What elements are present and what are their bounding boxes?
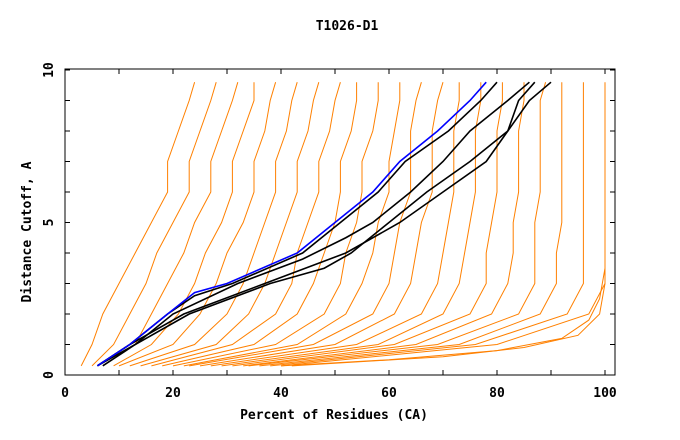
tick-layer: 0 20 40 60 80 100 0 5 10 <box>42 62 617 401</box>
orange-series-line <box>210 82 460 367</box>
y-axis-label: Distance Cutoff, A <box>20 161 35 302</box>
x-tick-label: 80 <box>489 386 505 401</box>
orange-series-line <box>243 82 525 367</box>
orange-series-line <box>113 82 255 367</box>
orange-series-line <box>221 82 482 367</box>
orange-series-line <box>140 82 320 367</box>
orange-series-line <box>172 82 379 367</box>
orange-series-line <box>199 82 444 367</box>
orange-series-line <box>151 82 341 367</box>
y-tick-label: 10 <box>42 62 57 78</box>
orange-series-line <box>91 82 217 367</box>
orange-series-line <box>102 82 239 367</box>
black-series-line <box>102 81 536 367</box>
orange-series-line <box>232 82 503 367</box>
x-tick-label: 40 <box>273 386 289 401</box>
chart-title: T1026-D1 <box>316 19 379 34</box>
x-tick-label: 100 <box>593 386 617 401</box>
x-tick-label: 0 <box>61 386 69 401</box>
orange-series-line <box>270 82 584 367</box>
orange-series-line <box>280 82 606 367</box>
orange-series-line <box>129 82 298 367</box>
y-tick-label: 5 <box>42 219 57 227</box>
orange-series-line <box>248 82 547 367</box>
orange-series-line <box>259 82 563 367</box>
x-tick-label: 20 <box>165 386 181 401</box>
orange-series-line <box>80 82 196 367</box>
orange-series-line <box>183 82 401 367</box>
orange-series-line <box>291 283 606 367</box>
orange-series-line <box>118 82 277 367</box>
y-tick-label: 0 <box>42 371 57 379</box>
blue-series-line <box>96 81 487 367</box>
series-layer <box>80 81 606 367</box>
black-series-line <box>97 81 530 367</box>
x-axis-label: Percent of Residues (CA) <box>240 408 428 423</box>
black-series-line <box>96 81 552 367</box>
x-tick-label: 60 <box>381 386 397 401</box>
